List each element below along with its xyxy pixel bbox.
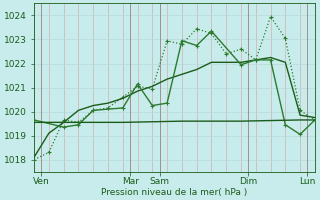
X-axis label: Pression niveau de la mer( hPa ): Pression niveau de la mer( hPa ) (101, 188, 248, 197)
